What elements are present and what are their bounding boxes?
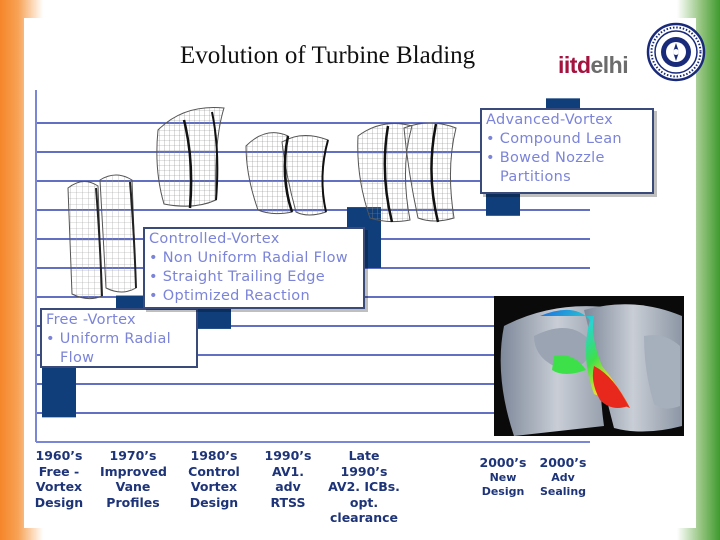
callout-bullet: Uniform Radial bbox=[46, 330, 192, 349]
category-label-line: Profiles bbox=[106, 494, 160, 510]
control-vortex-blade-image bbox=[245, 132, 329, 216]
callout-heading: Controlled-Vortex bbox=[149, 231, 280, 247]
category-label-line: Control bbox=[188, 463, 240, 479]
category-label-line: Free - bbox=[38, 463, 80, 479]
category-label-line: 1960’s bbox=[35, 448, 83, 463]
slide-title: Evolution of Turbine Blading bbox=[180, 42, 476, 69]
callout-heading: Advanced-Vortex bbox=[486, 112, 614, 128]
category-label-line: 2000’s bbox=[539, 455, 587, 470]
category-label-line: RTSS bbox=[270, 494, 306, 510]
iitd-logo: iitdelhi bbox=[558, 52, 629, 79]
category-label-line: Vortex bbox=[35, 479, 83, 494]
improved-vane-blade-image bbox=[156, 106, 225, 209]
category-label-line: Vortex bbox=[190, 479, 238, 494]
category-label-line: opt. bbox=[349, 494, 379, 510]
callout-free-vortex: Free -Vortex Uniform Radial Flow bbox=[40, 308, 198, 368]
category-label-line: Vane bbox=[115, 479, 151, 494]
callout-bullet: Compound Lean bbox=[486, 130, 648, 149]
category-label-line: adv bbox=[275, 479, 301, 494]
category-label-line: Improved bbox=[100, 463, 167, 479]
callout-heading: Free -Vortex bbox=[46, 312, 136, 328]
category-label-line: 1980’s bbox=[190, 448, 238, 463]
callout-bullet: Straight Trailing Edge bbox=[149, 268, 359, 287]
advanced-vortex-blade-image bbox=[357, 122, 457, 223]
category-label-2: 1970’s Improved Vane Profiles bbox=[100, 448, 167, 510]
category-label-line: 1970’s bbox=[109, 448, 157, 463]
category-label-7: 2000’s Adv Sealing bbox=[530, 455, 596, 499]
cfd-blade-image bbox=[494, 296, 684, 436]
category-label-line: 1990’s bbox=[264, 448, 312, 463]
callout-bullet: Optimized Reaction bbox=[149, 287, 359, 306]
category-label-4: 1990’s AV1. adv RTSS bbox=[255, 448, 321, 510]
category-label-line: Late 1990’s bbox=[340, 448, 388, 479]
category-label-line: Design bbox=[34, 494, 84, 510]
category-label-3: 1980’s Control Vortex Design bbox=[181, 448, 247, 510]
callout-controlled-vortex: Controlled-Vortex Non Uniform Radial Flo… bbox=[143, 227, 365, 309]
category-label-5: Late 1990’s AV2. ICBs. opt. clearance bbox=[326, 448, 402, 526]
category-label-line: Adv Sealing bbox=[539, 470, 587, 498]
callout-advanced-vortex: Advanced-Vortex Compound Lean Bowed Nozz… bbox=[480, 108, 654, 194]
iit-delhi-seal-icon bbox=[646, 22, 706, 82]
category-label-line: AV2. ICBs. bbox=[328, 479, 400, 494]
logo-part-2: elhi bbox=[590, 52, 629, 78]
category-label-line: Design bbox=[189, 494, 239, 510]
bar-1 bbox=[42, 362, 76, 418]
category-label-line: AV1. bbox=[272, 463, 304, 479]
callout-bullet: Non Uniform Radial Flow bbox=[149, 249, 359, 268]
callout-continuation: Flow bbox=[60, 350, 95, 366]
category-label-1: 1960’s Free - Vortex Design bbox=[26, 448, 92, 510]
free-vortex-blade-image bbox=[67, 174, 137, 300]
category-label-line: Design bbox=[481, 484, 525, 498]
category-label-line: 2000’s bbox=[479, 455, 527, 470]
category-label-line: New bbox=[489, 470, 517, 484]
callout-continuation: Partitions bbox=[500, 169, 571, 185]
category-label-line: clearance bbox=[330, 510, 398, 525]
logo-part-1: iitd bbox=[558, 52, 591, 78]
callout-bullet: Bowed Nozzle bbox=[486, 149, 648, 168]
category-label-6: 2000’s New Design bbox=[470, 455, 536, 499]
